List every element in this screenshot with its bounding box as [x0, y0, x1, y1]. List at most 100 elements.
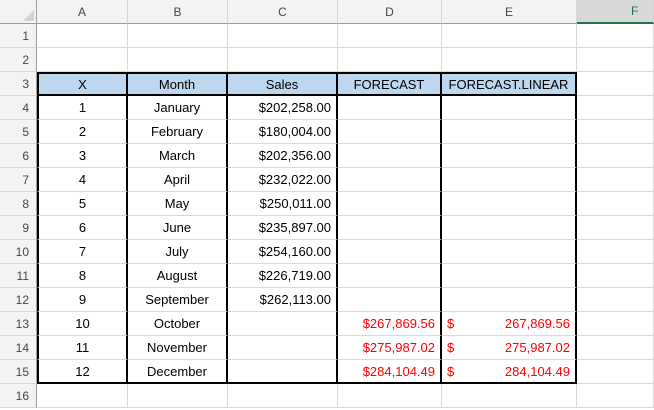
- cell-b11[interactable]: August: [128, 264, 228, 288]
- row-header-9[interactable]: 9: [0, 216, 37, 240]
- cell-a5[interactable]: 2: [37, 120, 128, 144]
- row-header-14[interactable]: 14: [0, 336, 37, 360]
- cell-a13[interactable]: 10: [37, 312, 128, 336]
- cell-c3[interactable]: Sales: [228, 72, 338, 96]
- cell-f1[interactable]: [577, 24, 654, 48]
- cell-a4[interactable]: 1: [37, 96, 128, 120]
- cell-c8[interactable]: $250,011.00: [228, 192, 338, 216]
- column-header-d[interactable]: D: [338, 0, 442, 24]
- select-all-corner[interactable]: [0, 0, 37, 24]
- cell-a10[interactable]: 7: [37, 240, 128, 264]
- cell-e14[interactable]: $275,987.02: [442, 336, 577, 360]
- cell-f4[interactable]: [577, 96, 654, 120]
- cell-f9[interactable]: [577, 216, 654, 240]
- cell-a8[interactable]: 5: [37, 192, 128, 216]
- cell-b13[interactable]: October: [128, 312, 228, 336]
- column-header-a[interactable]: A: [37, 0, 128, 24]
- cell-e11[interactable]: [442, 264, 577, 288]
- cell-b2[interactable]: [128, 48, 228, 72]
- cell-c1[interactable]: [228, 24, 338, 48]
- cell-c13[interactable]: [228, 312, 338, 336]
- row-header-13[interactable]: 13: [0, 312, 37, 336]
- cell-e9[interactable]: [442, 216, 577, 240]
- cell-c7[interactable]: $232,022.00: [228, 168, 338, 192]
- cell-b8[interactable]: May: [128, 192, 228, 216]
- cell-a3[interactable]: X: [37, 72, 128, 96]
- row-header-6[interactable]: 6: [0, 144, 37, 168]
- row-header-11[interactable]: 11: [0, 264, 37, 288]
- cell-d13[interactable]: $267,869.56: [338, 312, 442, 336]
- row-header-4[interactable]: 4: [0, 96, 37, 120]
- cell-c6[interactable]: $202,356.00: [228, 144, 338, 168]
- cell-c15[interactable]: [228, 360, 338, 384]
- cell-f8[interactable]: [577, 192, 654, 216]
- cell-b15[interactable]: December: [128, 360, 228, 384]
- cell-b9[interactable]: June: [128, 216, 228, 240]
- row-header-1[interactable]: 1: [0, 24, 37, 48]
- cell-d1[interactable]: [338, 24, 442, 48]
- row-header-7[interactable]: 7: [0, 168, 37, 192]
- cell-c11[interactable]: $226,719.00: [228, 264, 338, 288]
- row-header-5[interactable]: 5: [0, 120, 37, 144]
- cell-e12[interactable]: [442, 288, 577, 312]
- cell-f15[interactable]: [577, 360, 654, 384]
- row-header-15[interactable]: 15: [0, 360, 37, 384]
- cell-b14[interactable]: November: [128, 336, 228, 360]
- cell-b1[interactable]: [128, 24, 228, 48]
- column-header-f[interactable]: F: [577, 0, 654, 24]
- cell-e16[interactable]: [442, 384, 577, 408]
- cell-b10[interactable]: July: [128, 240, 228, 264]
- cell-b3[interactable]: Month: [128, 72, 228, 96]
- cell-c14[interactable]: [228, 336, 338, 360]
- cell-a16[interactable]: [37, 384, 128, 408]
- cell-e3[interactable]: FORECAST.LINEAR: [442, 72, 577, 96]
- cell-e4[interactable]: [442, 96, 577, 120]
- cell-a7[interactable]: 4: [37, 168, 128, 192]
- row-header-8[interactable]: 8: [0, 192, 37, 216]
- cell-d12[interactable]: [338, 288, 442, 312]
- cell-c4[interactable]: $202,258.00: [228, 96, 338, 120]
- cell-b7[interactable]: April: [128, 168, 228, 192]
- cell-f5[interactable]: [577, 120, 654, 144]
- cell-d9[interactable]: [338, 216, 442, 240]
- cell-a15[interactable]: 12: [37, 360, 128, 384]
- cell-e8[interactable]: [442, 192, 577, 216]
- cell-f6[interactable]: [577, 144, 654, 168]
- cell-a2[interactable]: [37, 48, 128, 72]
- cell-f13[interactable]: [577, 312, 654, 336]
- cell-d6[interactable]: [338, 144, 442, 168]
- cell-e13[interactable]: $267,869.56: [442, 312, 577, 336]
- cell-a1[interactable]: [37, 24, 128, 48]
- cell-b4[interactable]: January: [128, 96, 228, 120]
- cell-e5[interactable]: [442, 120, 577, 144]
- cell-c2[interactable]: [228, 48, 338, 72]
- cell-b6[interactable]: March: [128, 144, 228, 168]
- row-header-2[interactable]: 2: [0, 48, 37, 72]
- column-header-b[interactable]: B: [128, 0, 228, 24]
- cell-f10[interactable]: [577, 240, 654, 264]
- cell-c10[interactable]: $254,160.00: [228, 240, 338, 264]
- cell-d3[interactable]: FORECAST: [338, 72, 442, 96]
- cell-d4[interactable]: [338, 96, 442, 120]
- cell-d5[interactable]: [338, 120, 442, 144]
- cell-d15[interactable]: $284,104.49: [338, 360, 442, 384]
- cell-e10[interactable]: [442, 240, 577, 264]
- cell-b5[interactable]: February: [128, 120, 228, 144]
- cell-e1[interactable]: [442, 24, 577, 48]
- column-header-c[interactable]: C: [228, 0, 338, 24]
- row-header-12[interactable]: 12: [0, 288, 37, 312]
- cell-d11[interactable]: [338, 264, 442, 288]
- row-header-10[interactable]: 10: [0, 240, 37, 264]
- cell-d2[interactable]: [338, 48, 442, 72]
- cell-a14[interactable]: 11: [37, 336, 128, 360]
- cell-c12[interactable]: $262,113.00: [228, 288, 338, 312]
- cell-c5[interactable]: $180,004.00: [228, 120, 338, 144]
- cell-d8[interactable]: [338, 192, 442, 216]
- cell-f3[interactable]: [577, 72, 654, 96]
- column-header-e[interactable]: E: [442, 0, 577, 24]
- cell-e7[interactable]: [442, 168, 577, 192]
- cell-f7[interactable]: [577, 168, 654, 192]
- cell-f12[interactable]: [577, 288, 654, 312]
- cell-b16[interactable]: [128, 384, 228, 408]
- cell-f16[interactable]: [577, 384, 654, 408]
